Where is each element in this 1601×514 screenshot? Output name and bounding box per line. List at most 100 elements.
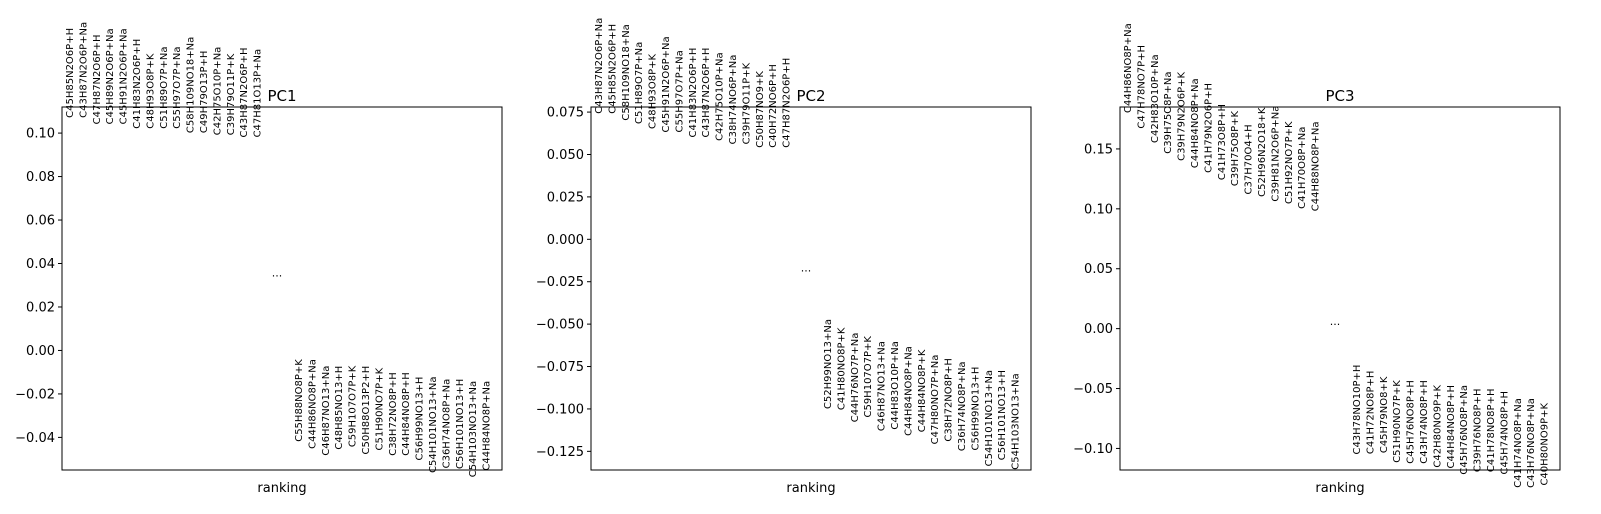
bottom-feature-label: C43H76NO8P+Na <box>1526 398 1537 488</box>
top-feature-label: C44H86NO8P+Na <box>1123 23 1134 113</box>
bottom-feature-label: C48H85NO13+H <box>334 366 345 450</box>
bottom-feature-label: C43H74NO8P+H <box>1419 380 1430 464</box>
bottom-feature-label: C43H78NO10P+H <box>1352 365 1363 455</box>
bottom-feature-label: C38H72NO8P+H <box>388 372 399 456</box>
top-feature-label: C51H92NO7P+K <box>1284 121 1295 204</box>
bottom-feature-label: C42H80NO9P+K <box>1432 385 1443 468</box>
top-feature-label: C42H75O10P+Na <box>212 47 223 136</box>
bottom-feature-label: C45H74NO8P+H <box>1499 391 1510 475</box>
bottom-feature-label: C56H101NO13+H <box>997 370 1008 460</box>
top-feature-label: C47H81O13P+Na <box>253 49 264 138</box>
top-feature-label: C43H87N2O6P+Na <box>78 22 89 118</box>
top-feature-label: C41H83N2O6P+H <box>132 39 143 129</box>
y-tick-label: 0.08 <box>26 170 55 185</box>
top-feature-label: C45H85N2O6P+H <box>607 24 618 114</box>
bottom-feature-label: C40H80NO9P+K <box>1540 402 1551 485</box>
top-feature-label: C37H70O4+H <box>1244 124 1255 194</box>
y-tick-label: 0.15 <box>1084 142 1113 157</box>
bottom-feature-label: C56H99NO13+H <box>970 367 981 451</box>
chart-title: PC3 <box>1325 87 1354 105</box>
top-feature-label: C39H75O8P+K <box>1230 110 1241 186</box>
bottom-feature-label: C51H90NO7P+K <box>374 367 385 450</box>
bottom-feature-label: C54H101NO13+Na <box>428 377 439 473</box>
top-feature-label: C45H89N2O6P+Na <box>105 28 116 124</box>
bottom-feature-label: C54H101NO13+Na <box>984 370 995 466</box>
y-tick-label: 0.075 <box>547 106 584 121</box>
y-tick-label: 0.06 <box>26 214 55 229</box>
top-feature-label: C39H79N2O6P+K <box>1177 71 1188 160</box>
ellipsis-marker: ... <box>272 267 283 280</box>
top-feature-label: C45H91N2O6P+Na <box>119 28 130 124</box>
bottom-feature-label: C55H88NO8P+K <box>294 359 305 442</box>
top-feature-label: C38H74NO6P+Na <box>728 55 739 145</box>
top-feature-label: C51H89O7P+Na <box>159 47 170 129</box>
top-feature-label: C58H109NO18+Na <box>186 37 197 133</box>
bottom-feature-label: C46H87NO13+Na <box>321 366 332 456</box>
y-tick-label: −0.02 <box>15 387 55 402</box>
bottom-feature-label: C41H74NO8P+Na <box>1513 398 1524 488</box>
y-tick-label: 0.000 <box>547 233 584 248</box>
top-feature-label: C39H79O11P+K <box>741 62 752 144</box>
top-feature-label: C43H87N2O6P+H <box>239 47 250 137</box>
bottom-feature-label: C44H84NO8P+H <box>1446 385 1457 469</box>
top-feature-label: C45H85N2O6P+H <box>65 28 76 118</box>
top-feature-label: C48H93O8P+K <box>648 53 659 129</box>
y-tick-label: 0.10 <box>26 127 55 142</box>
top-feature-label: C41H79N2O6P+H <box>1203 83 1214 173</box>
y-tick-label: 0.04 <box>26 257 55 272</box>
bottom-feature-label: C44H84NO8P+Na <box>903 346 914 436</box>
bottom-feature-label: C59H107O7P+K <box>348 365 359 447</box>
top-feature-label: C39H81N2O6P+Na <box>1270 106 1281 202</box>
bottom-feature-label: C41H78NO8P+H <box>1486 389 1497 473</box>
top-feature-label: C45H91N2O6P+Na <box>661 36 672 132</box>
y-tick-label: −0.050 <box>536 318 584 333</box>
y-tick-label: −0.075 <box>536 360 584 375</box>
bottom-feature-label: C51H90NO7P+K <box>1392 380 1403 463</box>
bottom-feature-label: C44H84NO8P+K <box>917 349 928 432</box>
ellipsis-marker: ... <box>801 262 812 275</box>
ellipsis-marker: ... <box>1330 315 1341 328</box>
bottom-feature-label: C44H86NO8P+Na <box>307 359 318 449</box>
bottom-feature-label: C44H83O10P+Na <box>890 341 901 430</box>
chart-title: PC2 <box>796 87 825 105</box>
y-tick-label: −0.100 <box>536 402 584 417</box>
bottom-feature-label: C45H79NO8+K <box>1379 376 1390 453</box>
y-tick-label: −0.025 <box>536 275 584 290</box>
bottom-feature-label: C54H103NO13+Na <box>468 381 479 477</box>
x-axis-label: ranking <box>786 481 835 496</box>
top-feature-label: C44H84NO8P+Na <box>1190 78 1201 168</box>
top-feature-label: C44H88NO8P+Na <box>1311 122 1322 212</box>
bottom-feature-label: C45H76NO8P+H <box>1406 380 1417 464</box>
y-tick-label: 0.10 <box>1084 202 1113 217</box>
top-feature-label: C49H79O13P+H <box>199 51 210 133</box>
bottom-feature-label: C44H76NO7P+Na <box>850 333 861 423</box>
bottom-feature-label: C50H88O13P2+H <box>361 366 372 455</box>
panel-pc3: −0.10 −0.05 0.00 0.05 0.10 0.15 PC3 ranking C44H… <box>1073 23 1561 496</box>
y-tick-label: 0.00 <box>1084 322 1113 337</box>
plot-frame <box>590 106 1032 471</box>
bottom-feature-label: C36H74NO8P+Na <box>441 379 452 469</box>
y-tick-label: 0.02 <box>26 300 55 315</box>
y-tick-label: −0.10 <box>1073 442 1113 457</box>
plot-frame <box>1119 106 1561 471</box>
top-feature-label: C47H78NO7P+H <box>1136 45 1147 129</box>
top-feature-label: C48H93O8P+K <box>145 53 156 129</box>
top-feature-label: C55H97O7P+Na <box>172 47 183 129</box>
top-feature-label: C52H96N2O18+K <box>1257 107 1268 197</box>
bottom-feature-label: C56H99NO13+H <box>415 377 426 461</box>
bottom-feature-label: C41H72NO8P+H <box>1365 371 1376 455</box>
y-tick-label: 0.00 <box>26 344 55 359</box>
y-tick-label: 0.05 <box>1084 262 1113 277</box>
top-feature-label: C41H73O8P+H <box>1217 104 1228 180</box>
bottom-feature-label: C46H87NO13+Na <box>877 341 888 431</box>
top-feature-label: C58H109NO18+Na <box>621 24 632 120</box>
top-feature-label: C41H83N2O6P+H <box>688 48 699 138</box>
top-feature-label: C50H87NO9+K <box>755 71 766 148</box>
top-feature-label: C39H75O8P+Na <box>1163 72 1174 154</box>
top-feature-label: C43H87N2O6P+Na <box>594 18 605 114</box>
bottom-feature-label: C44H84NO8P+Na <box>482 381 493 471</box>
top-feature-label: C39H79O11P+K <box>226 53 237 135</box>
x-axis-label: ranking <box>257 481 306 496</box>
top-feature-label: C47H87N2O6P+H <box>782 58 793 148</box>
